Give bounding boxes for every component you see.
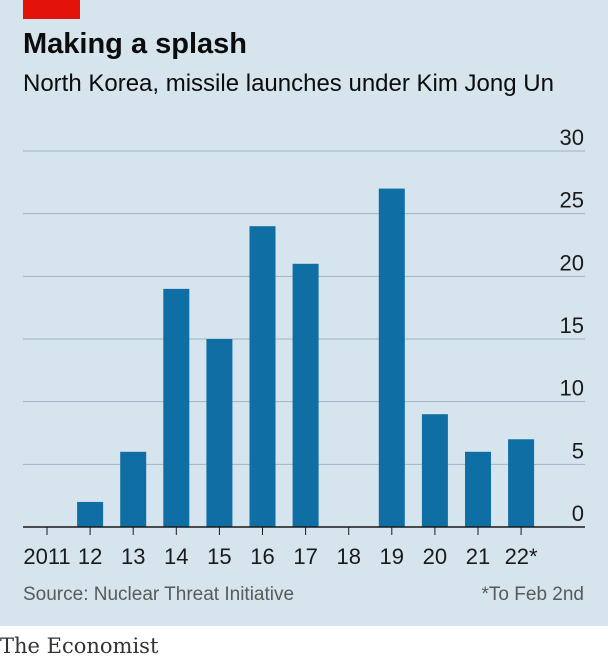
- x-tick-label: 2011: [23, 544, 70, 569]
- economist-logo: The Economist: [0, 634, 159, 658]
- y-tick-label: 0: [572, 501, 584, 526]
- x-tick-label: 19: [380, 544, 404, 569]
- y-tick-label: 10: [560, 376, 584, 401]
- footnote: *To Feb 2nd: [481, 584, 584, 605]
- x-tick-label: 16: [250, 544, 274, 569]
- bar: [120, 451, 147, 527]
- x-tick-label: 18: [336, 544, 360, 569]
- source-note: Source: Nuclear Threat Initiative: [23, 584, 295, 605]
- bar: [421, 414, 448, 527]
- bar: [508, 439, 535, 527]
- chart-title: Making a splash: [23, 28, 248, 60]
- x-tick-label: 20: [423, 544, 447, 569]
- bar: [163, 288, 190, 527]
- y-tick-label: 25: [560, 188, 584, 213]
- y-tick-label: 20: [560, 250, 584, 275]
- bar: [465, 451, 491, 527]
- x-tick-label: 22*: [505, 544, 538, 569]
- brand-red-tag: [23, 0, 80, 19]
- x-tick-label: 21: [466, 544, 490, 569]
- x-tick-label: 14: [164, 544, 188, 569]
- x-tick-label: 17: [293, 544, 317, 569]
- y-tick-label: 15: [560, 313, 584, 338]
- x-tick-label: 12: [78, 544, 102, 569]
- bar: [249, 226, 276, 527]
- chart-subtitle: North Korea, missile launches under Kim …: [23, 70, 554, 97]
- bar: [206, 339, 233, 527]
- bar: [292, 263, 319, 527]
- bar-chart: 0 5 10 15 20 25 30 2011 12 13 14 15 16 17 18 19 20 21 22*: [23, 125, 585, 569]
- y-tick-label: 30: [560, 125, 584, 150]
- x-tick-label: 15: [207, 544, 231, 569]
- bar: [77, 501, 104, 527]
- y-tick-label: 5: [572, 438, 584, 463]
- bar: [378, 188, 405, 527]
- x-tick-label: 13: [121, 544, 145, 569]
- axes: 0 5 10 15 20 25 30 2011 12 13 14 15 16 17 18 19 20 21 22*: [23, 125, 585, 569]
- bars: [77, 188, 535, 527]
